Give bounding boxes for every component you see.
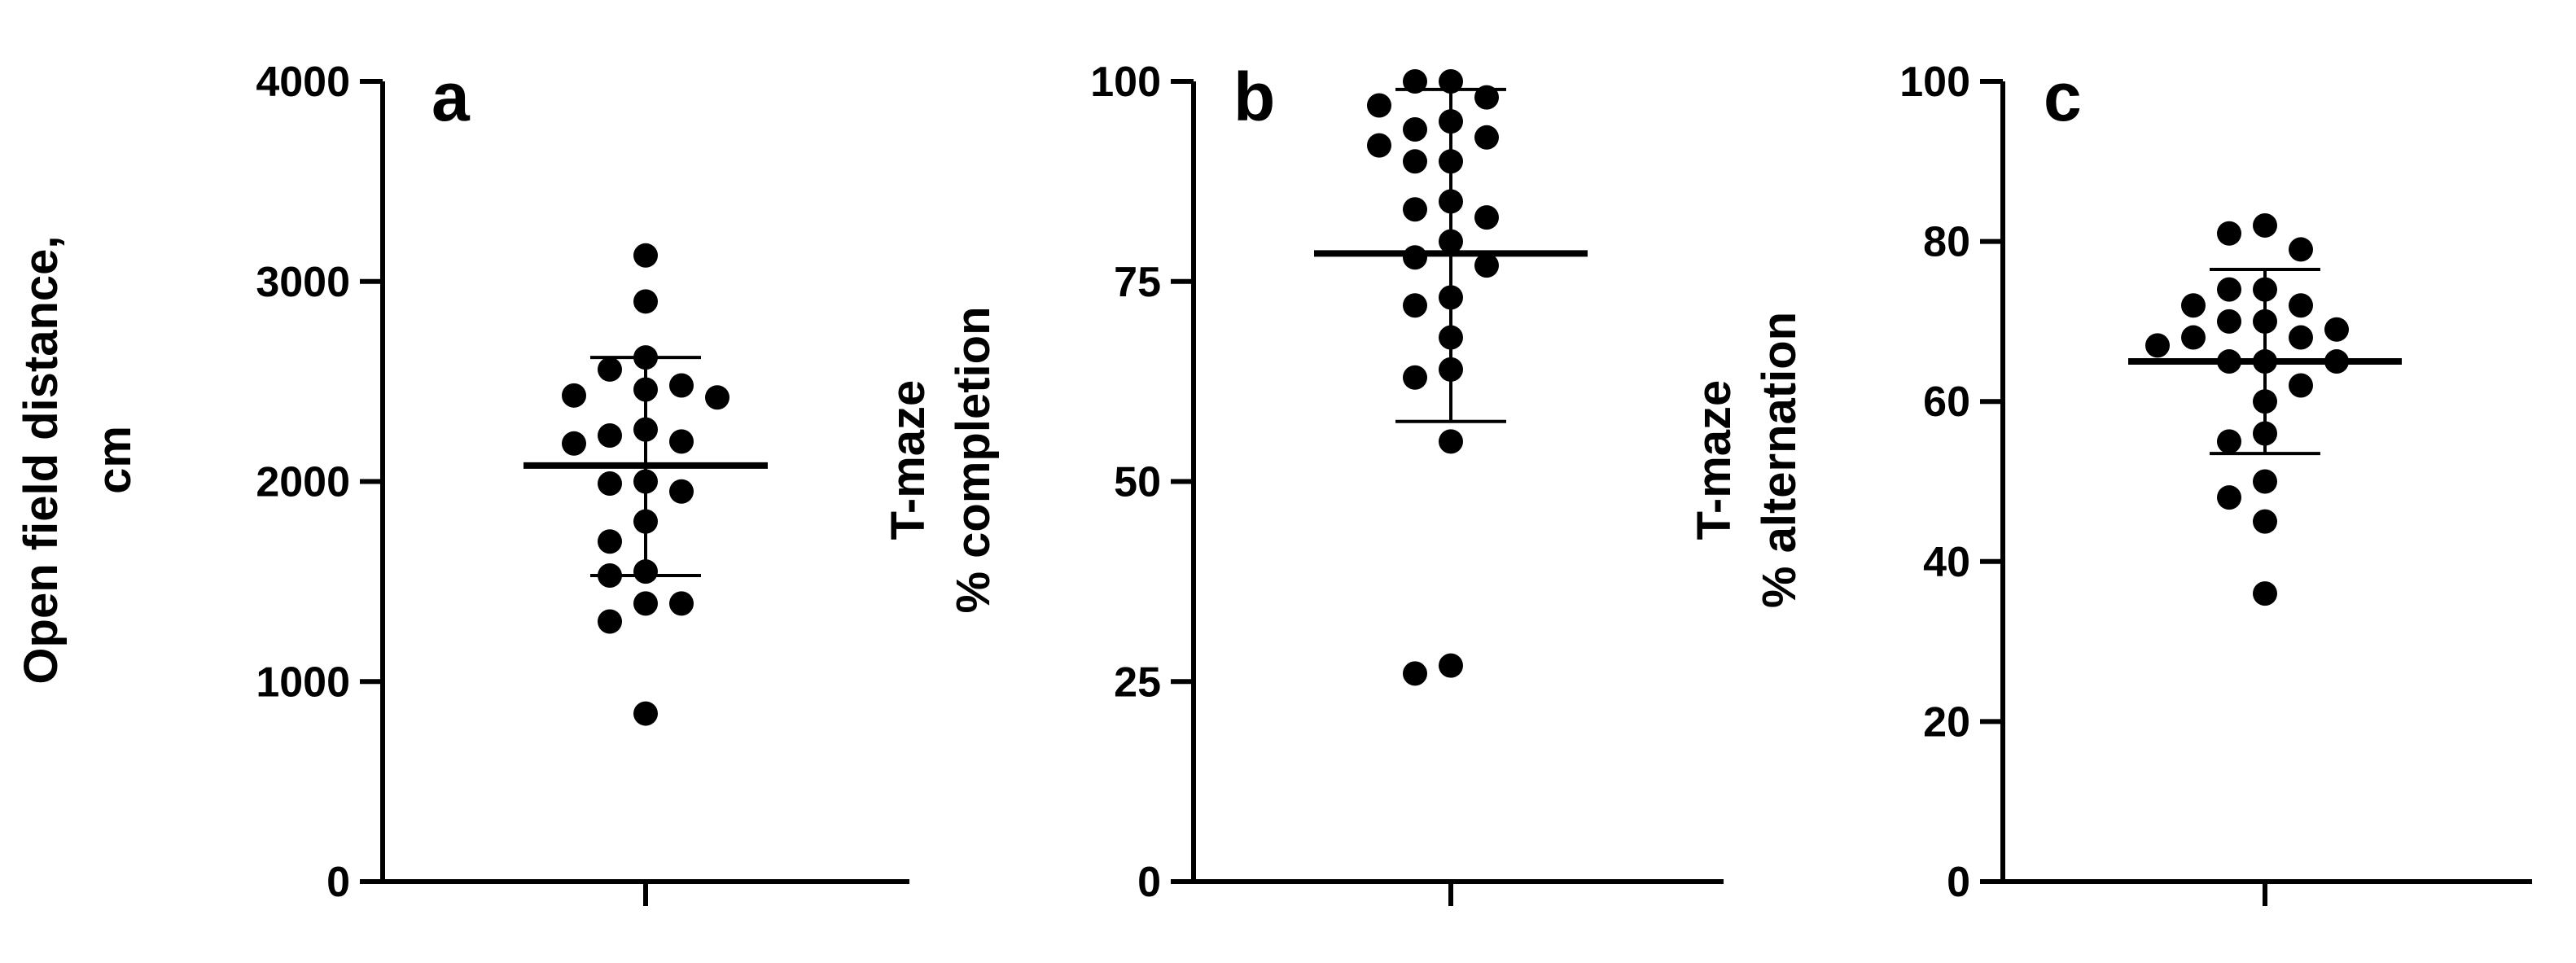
data-point	[1403, 197, 1427, 222]
data-point	[2253, 469, 2277, 494]
data-point	[598, 471, 622, 496]
data-point	[2217, 309, 2241, 334]
data-point	[2253, 389, 2277, 414]
data-point	[1439, 69, 1463, 94]
data-point	[2253, 277, 2277, 302]
data-point	[2324, 317, 2349, 342]
y-tick-label: 3000	[256, 259, 350, 306]
y-tick-label: 25	[1114, 659, 1161, 706]
data-point	[1403, 293, 1427, 318]
y-tick-label: 4000	[256, 59, 350, 106]
data-point	[2217, 277, 2241, 302]
y-tick-label: 100	[1090, 59, 1161, 106]
data-point	[633, 377, 658, 402]
data-point	[598, 563, 622, 589]
data-point	[2253, 581, 2277, 606]
data-point	[562, 431, 586, 456]
data-point	[1439, 149, 1463, 174]
data-point	[1439, 653, 1463, 678]
data-point	[598, 529, 622, 554]
panel-letter-a: a	[432, 59, 471, 135]
data-point	[1439, 229, 1463, 254]
data-point	[1439, 109, 1463, 134]
data-point	[2253, 212, 2277, 238]
data-point	[2289, 237, 2313, 262]
data-point	[1367, 93, 1391, 118]
data-point	[1403, 661, 1427, 686]
data-point	[669, 429, 694, 454]
data-point	[633, 509, 658, 534]
data-point	[2289, 373, 2313, 398]
data-point	[1474, 205, 1499, 230]
y-tick-label: 60	[1923, 379, 1970, 426]
y-tick-label: 40	[1923, 539, 1970, 586]
y-tick-label: 0	[1947, 859, 1970, 906]
panel-a: a 0 1000 2000 3000 4000 Open field distance, c…	[15, 59, 909, 906]
data-point	[2253, 421, 2277, 446]
data-point	[669, 373, 694, 398]
panel-letter-b: b	[1233, 59, 1275, 135]
data-point	[705, 385, 729, 410]
y-axis-label: T-maze	[882, 380, 935, 541]
data-point	[633, 559, 658, 584]
data-point	[1367, 133, 1391, 158]
data-point	[2217, 429, 2241, 454]
data-point	[1439, 285, 1463, 310]
data-point	[633, 417, 658, 442]
data-point	[2253, 509, 2277, 534]
y-tick-label: 75	[1114, 259, 1161, 306]
data-point	[633, 469, 658, 494]
y-tick-label: 1000	[256, 659, 350, 706]
data-point	[1403, 245, 1427, 270]
data-point	[1474, 253, 1499, 278]
data-point	[1403, 365, 1427, 390]
y-axis-label: Open field distance,	[15, 235, 68, 684]
data-point	[1439, 357, 1463, 382]
data-point	[1403, 149, 1427, 174]
data-point	[2217, 485, 2241, 510]
panel-b: b 0 25 50 75 100 T-maze% completion	[882, 59, 1724, 906]
y-tick-label: 20	[1923, 698, 1970, 746]
data-point	[598, 422, 622, 448]
data-point	[2181, 325, 2206, 350]
data-point	[2145, 333, 2170, 358]
data-point	[669, 591, 694, 616]
data-point	[2181, 293, 2206, 318]
data-point	[598, 609, 622, 634]
y-tick-label: 100	[1899, 59, 1970, 106]
data-point	[2289, 293, 2313, 318]
y-tick-label: 2000	[256, 459, 350, 506]
data-point	[633, 701, 658, 726]
panel-letter-c: c	[2044, 59, 2082, 135]
panel-c: c 0 20 40 60 80 100 T-maze% alternation	[1688, 59, 2532, 906]
y-axis-label: % alternation	[1753, 312, 1806, 608]
data-point	[633, 591, 658, 616]
y-tick-label: 80	[1923, 219, 1970, 266]
data-point	[2217, 221, 2241, 246]
data-point	[669, 479, 694, 504]
y-axis-label: T-maze	[1688, 380, 1741, 541]
data-point	[633, 289, 658, 314]
data-point	[1403, 116, 1427, 142]
data-point	[1439, 189, 1463, 214]
data-point	[1439, 325, 1463, 350]
data-point	[1439, 429, 1463, 454]
y-axis-label: cm	[88, 426, 141, 494]
data-point	[2289, 325, 2313, 350]
data-point	[2253, 309, 2277, 334]
y-tick-label: 0	[326, 859, 350, 906]
data-point	[633, 345, 658, 370]
y-axis-label: % completion	[947, 306, 1000, 613]
y-tick-label: 50	[1114, 459, 1161, 506]
data-point	[1474, 85, 1499, 110]
data-point	[1403, 69, 1427, 94]
y-tick-label: 0	[1137, 859, 1161, 906]
data-point	[633, 243, 658, 268]
data-point	[598, 357, 622, 382]
data-point	[1474, 125, 1499, 150]
data-point	[562, 383, 586, 408]
